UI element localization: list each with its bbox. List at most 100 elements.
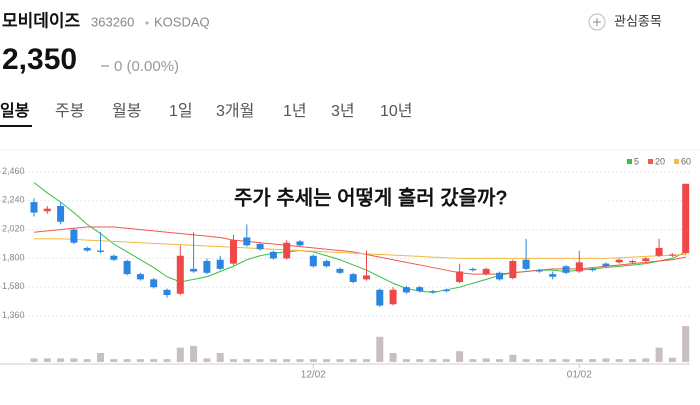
candle-body bbox=[642, 258, 650, 262]
volume-bar bbox=[57, 358, 65, 362]
volume-bar bbox=[150, 359, 158, 362]
volume-bar bbox=[682, 326, 690, 362]
y-tick-label: 1,580 bbox=[2, 281, 25, 291]
volume-bar bbox=[309, 359, 317, 362]
tab[interactable]: 3개월 bbox=[216, 102, 254, 120]
candle-body bbox=[615, 259, 623, 263]
candle-body bbox=[176, 255, 184, 294]
watch-button[interactable]: 관심종목 bbox=[588, 13, 662, 31]
volume-bar bbox=[230, 359, 237, 362]
candle-body bbox=[43, 208, 51, 212]
candle-body bbox=[562, 266, 570, 273]
candle-body bbox=[336, 268, 344, 273]
legend-swatch bbox=[674, 159, 680, 164]
volume-bar bbox=[269, 359, 277, 362]
legend-swatch bbox=[648, 159, 654, 164]
candle-body bbox=[668, 254, 676, 256]
candle-body bbox=[70, 229, 78, 243]
candle-body bbox=[629, 261, 636, 263]
candle-body bbox=[30, 202, 38, 213]
volume-bar bbox=[629, 359, 636, 362]
volume-bar bbox=[256, 359, 264, 362]
tab[interactable]: 주봉 bbox=[55, 103, 84, 120]
volume-bar bbox=[43, 358, 51, 362]
volume-bar bbox=[97, 353, 104, 362]
volume-bar bbox=[376, 336, 384, 362]
candle-body bbox=[509, 261, 517, 279]
plus-icon bbox=[593, 18, 601, 26]
candle-body bbox=[682, 183, 690, 254]
candle-body bbox=[283, 242, 291, 259]
legend-label: 5 bbox=[634, 156, 639, 166]
candle-body bbox=[496, 272, 503, 280]
candle-body bbox=[535, 270, 543, 272]
y-tick-label: 1,360 bbox=[2, 310, 25, 320]
volume-bar bbox=[469, 359, 477, 362]
volume-bar bbox=[83, 359, 91, 362]
candle-body bbox=[296, 241, 304, 246]
price: 2,350 bbox=[2, 43, 77, 76]
candle-body bbox=[190, 268, 198, 272]
y-tick-label: 2,240 bbox=[2, 195, 25, 205]
tab[interactable]: 1일 bbox=[169, 102, 193, 120]
volume-bar bbox=[655, 347, 663, 362]
volume-bar bbox=[642, 358, 650, 362]
plus-circle bbox=[588, 13, 606, 31]
volume-bar bbox=[363, 359, 370, 362]
legend-swatch bbox=[627, 159, 632, 164]
candle-body bbox=[402, 287, 410, 293]
volume-bar bbox=[283, 359, 291, 362]
candle-body bbox=[363, 275, 370, 280]
candle-body bbox=[256, 244, 264, 250]
tab[interactable]: 10년 bbox=[380, 102, 413, 120]
volume-bar bbox=[110, 359, 118, 362]
volume-bar bbox=[522, 359, 530, 362]
candle-body bbox=[429, 291, 437, 293]
x-tick-label: 01/02 bbox=[567, 370, 592, 381]
volume-bar bbox=[190, 345, 198, 362]
candle-body bbox=[230, 240, 237, 264]
tab[interactable]: 1년 bbox=[283, 102, 307, 120]
volume-bar bbox=[296, 359, 304, 362]
chart-title: 주가 추세는 어떻게 흘러 갔을까? bbox=[234, 185, 508, 209]
candle-body bbox=[456, 271, 464, 282]
candle-body bbox=[469, 268, 477, 271]
title-backdrop bbox=[230, 184, 608, 214]
candle-body bbox=[136, 274, 144, 280]
candle-body bbox=[309, 255, 317, 267]
volume-bar bbox=[336, 359, 344, 362]
volume-bar bbox=[602, 358, 610, 362]
volume-bar bbox=[402, 359, 410, 362]
candle-body bbox=[602, 263, 610, 267]
candle-body bbox=[323, 261, 331, 267]
candle-body bbox=[589, 268, 597, 271]
tab[interactable]: 3년 bbox=[331, 102, 355, 120]
volume-bar bbox=[575, 359, 583, 362]
candle-body bbox=[110, 255, 118, 260]
volume-bar bbox=[535, 359, 543, 362]
volume-bar bbox=[323, 359, 331, 362]
volume-bar bbox=[416, 359, 424, 362]
candle-body bbox=[150, 279, 158, 288]
candle-body bbox=[482, 268, 490, 275]
x-tick-label: 12/02 bbox=[301, 370, 326, 381]
candle-body bbox=[522, 259, 530, 269]
tab[interactable]: 일봉 bbox=[0, 102, 30, 120]
price-change: 0 (0.00%) bbox=[114, 58, 179, 75]
tab[interactable]: 월봉 bbox=[112, 102, 141, 120]
candle-body bbox=[123, 261, 131, 275]
candle-body bbox=[163, 289, 171, 296]
candle-body bbox=[416, 287, 424, 292]
candle-body bbox=[83, 247, 91, 251]
volume-bar bbox=[456, 351, 464, 362]
volume-bar bbox=[589, 359, 597, 362]
volume-bar bbox=[203, 358, 211, 362]
legend-label: 20 bbox=[655, 156, 665, 166]
legend-label: 60 bbox=[681, 156, 691, 166]
candle-body bbox=[97, 250, 104, 252]
candle-body bbox=[57, 206, 65, 222]
candle-body bbox=[389, 289, 397, 305]
candle-body bbox=[203, 261, 211, 273]
